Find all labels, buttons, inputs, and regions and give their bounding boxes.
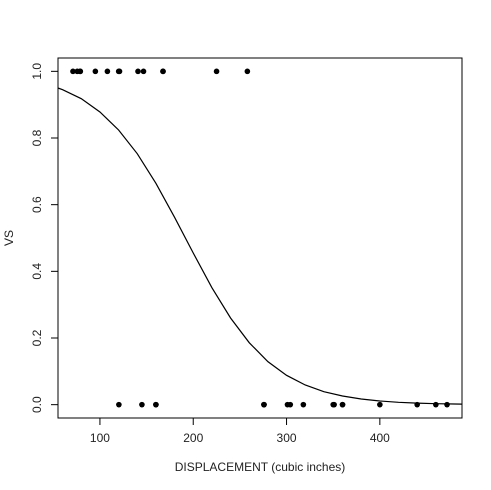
y-tick-label: 1.0 — [30, 63, 44, 80]
data-point — [444, 401, 450, 408]
data-point — [153, 401, 159, 408]
data-point — [261, 401, 267, 408]
data-point — [135, 68, 141, 75]
data-point — [160, 68, 166, 75]
data-point — [213, 68, 220, 75]
y-tick-label: 0.2 — [30, 329, 44, 346]
y-axis-title: VS — [2, 230, 16, 246]
data-point — [414, 401, 420, 408]
plot-frame — [57, 57, 463, 419]
data-point — [116, 401, 122, 408]
data-point — [284, 401, 291, 408]
y-tick-label: 0.8 — [30, 129, 44, 146]
data-point — [70, 68, 76, 75]
data-point — [433, 401, 439, 408]
y-tick-label: 0.6 — [30, 196, 44, 213]
data-point — [300, 401, 307, 408]
data-point — [140, 68, 147, 75]
data-point — [339, 401, 346, 408]
y-tick-label: 0.4 — [30, 263, 44, 280]
x-tick-label: 400 — [370, 431, 390, 445]
x-tick-label: 100 — [90, 431, 110, 445]
data-point — [104, 68, 111, 75]
y-tick-label: 0.0 — [30, 396, 44, 413]
x-tick-label: 300 — [277, 431, 297, 445]
x-axis-title: DISPLACEMENT (cubic inches) — [175, 460, 346, 474]
data-point — [116, 68, 123, 75]
data-point — [139, 401, 145, 408]
data-point — [77, 68, 84, 75]
data-point — [377, 401, 383, 408]
x-tick-label: 200 — [183, 431, 203, 445]
fit-curve — [57, 87, 462, 405]
data-point — [331, 401, 337, 408]
data-point — [92, 68, 99, 75]
data-point — [244, 68, 251, 75]
